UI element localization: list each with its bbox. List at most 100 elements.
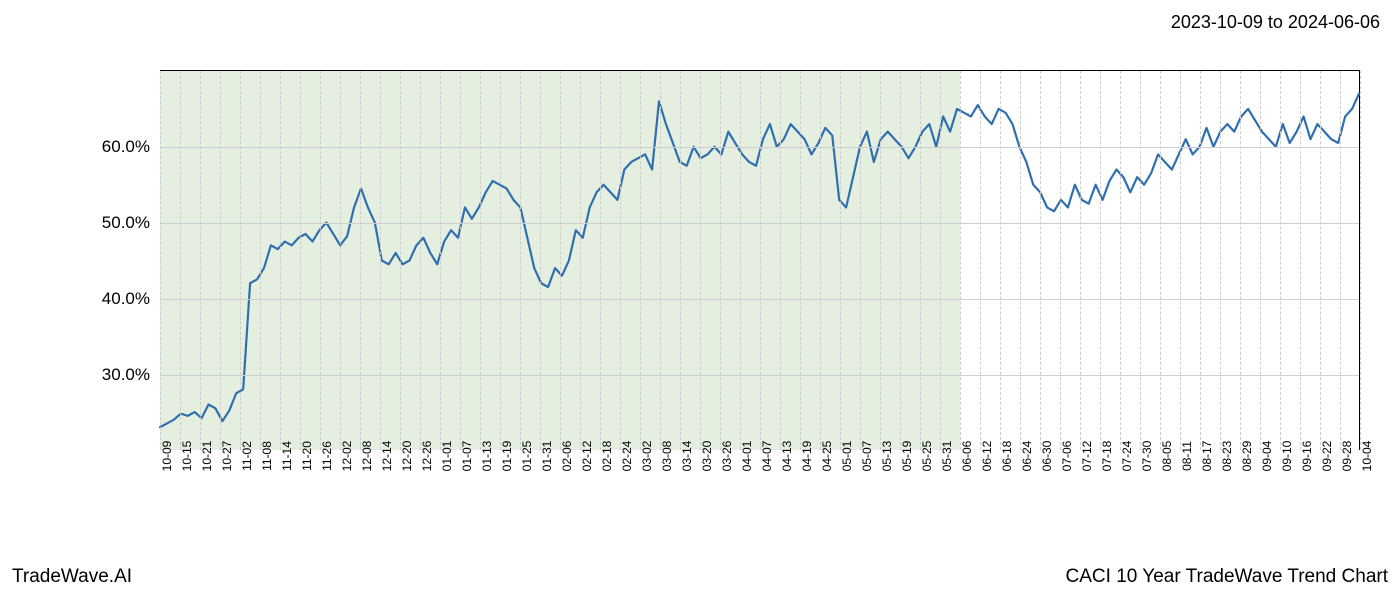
grid-line-vertical — [1200, 71, 1201, 450]
grid-line-vertical — [280, 71, 281, 450]
x-axis-tick-label: 03-08 — [660, 441, 674, 472]
x-axis-tick-label: 03-14 — [680, 441, 694, 472]
x-axis-tick-label: 12-14 — [380, 441, 394, 472]
grid-line-vertical — [800, 71, 801, 450]
x-axis-tick-label: 06-18 — [1000, 441, 1014, 472]
x-axis-tick-label: 06-06 — [960, 441, 974, 472]
x-axis-tick-label: 08-11 — [1180, 441, 1194, 471]
grid-line-vertical — [1340, 71, 1341, 450]
x-axis-tick-label: 12-20 — [400, 441, 414, 472]
grid-line-vertical — [980, 71, 981, 450]
grid-line-vertical — [1240, 71, 1241, 450]
y-axis-tick-label: 50.0% — [102, 213, 150, 233]
grid-line-vertical — [360, 71, 361, 450]
x-axis-tick-label: 04-19 — [800, 441, 814, 472]
grid-line-vertical — [780, 71, 781, 450]
x-axis-tick-label: 05-25 — [920, 441, 934, 472]
grid-line-vertical — [240, 71, 241, 450]
plot-area: 30.0%40.0%50.0%60.0%10-0910-1510-2110-27… — [160, 70, 1360, 450]
x-axis-tick-label: 09-10 — [1280, 441, 1294, 472]
x-axis-tick-label: 11-20 — [300, 441, 314, 471]
x-axis-tick-label: 10-04 — [1360, 441, 1374, 472]
x-axis-tick-label: 08-17 — [1200, 441, 1214, 472]
grid-line-vertical — [540, 71, 541, 450]
grid-line-vertical — [600, 71, 601, 450]
grid-line-vertical — [1060, 71, 1061, 450]
grid-line-vertical — [940, 71, 941, 450]
y-axis-tick-label: 40.0% — [102, 289, 150, 309]
x-axis-tick-label: 11-26 — [320, 441, 334, 471]
x-axis-tick-label: 05-07 — [860, 441, 874, 472]
x-axis-tick-label: 07-06 — [1060, 441, 1074, 472]
grid-line-vertical — [1000, 71, 1001, 450]
x-axis-tick-label: 02-06 — [560, 441, 574, 472]
x-axis-tick-label: 10-09 — [160, 441, 174, 472]
grid-line-vertical — [1180, 71, 1181, 450]
grid-line-vertical — [1260, 71, 1261, 450]
grid-line-vertical — [640, 71, 641, 450]
x-axis-tick-label: 09-04 — [1260, 441, 1274, 472]
x-axis-tick-label: 05-01 — [840, 441, 854, 472]
x-axis-tick-label: 02-12 — [580, 441, 594, 472]
x-axis-tick-label: 06-12 — [980, 441, 994, 472]
grid-line-vertical — [1120, 71, 1121, 450]
x-axis-tick-label: 01-07 — [460, 441, 474, 472]
grid-line-vertical — [1020, 71, 1021, 450]
grid-line-vertical — [400, 71, 401, 450]
x-axis-tick-label: 11-02 — [240, 441, 254, 471]
grid-line-vertical — [1100, 71, 1101, 450]
grid-line-vertical — [520, 71, 521, 450]
grid-line-vertical — [180, 71, 181, 450]
y-axis-tick-label: 60.0% — [102, 137, 150, 157]
x-axis-tick-label: 10-27 — [220, 441, 234, 472]
x-axis-tick-label: 08-23 — [1220, 441, 1234, 472]
x-axis-tick-label: 06-30 — [1040, 441, 1054, 472]
grid-line-vertical — [160, 71, 161, 450]
x-axis-tick-label: 12-26 — [420, 441, 434, 472]
x-axis-tick-label: 09-28 — [1340, 441, 1354, 472]
grid-line-vertical — [560, 71, 561, 450]
grid-line-vertical — [1040, 71, 1041, 450]
grid-line-vertical — [1360, 71, 1361, 450]
x-axis-tick-label: 07-12 — [1080, 441, 1094, 472]
x-axis-tick-label: 04-07 — [760, 441, 774, 472]
date-range-label: 2023-10-09 to 2024-06-06 — [1171, 12, 1380, 33]
x-axis-tick-label: 05-13 — [880, 441, 894, 472]
x-axis-tick-label: 07-30 — [1140, 441, 1154, 472]
grid-line-vertical — [420, 71, 421, 450]
x-axis-tick-label: 01-19 — [500, 441, 514, 472]
x-axis-tick-label: 03-02 — [640, 441, 654, 472]
grid-line-vertical — [820, 71, 821, 450]
grid-line-vertical — [320, 71, 321, 450]
grid-line-vertical — [500, 71, 501, 450]
grid-line-vertical — [460, 71, 461, 450]
grid-line-vertical — [1160, 71, 1161, 450]
x-axis-tick-label: 10-21 — [200, 441, 214, 472]
x-axis-tick-label: 09-16 — [1300, 441, 1314, 472]
x-axis-tick-label: 08-29 — [1240, 441, 1254, 472]
grid-line-vertical — [1140, 71, 1141, 450]
grid-line-vertical — [700, 71, 701, 450]
grid-line-vertical — [920, 71, 921, 450]
x-axis-tick-label: 11-08 — [260, 441, 274, 471]
x-axis-tick-label: 08-05 — [1160, 441, 1174, 472]
grid-line-vertical — [900, 71, 901, 450]
grid-line-vertical — [1280, 71, 1281, 450]
x-axis-tick-label: 09-22 — [1320, 441, 1334, 472]
grid-line-vertical — [680, 71, 681, 450]
footer-brand: TradeWave.AI — [12, 566, 132, 588]
grid-line-vertical — [1300, 71, 1301, 450]
x-axis-tick-label: 12-02 — [340, 441, 354, 472]
x-axis-tick-label: 03-26 — [720, 441, 734, 472]
grid-line-vertical — [1320, 71, 1321, 450]
grid-line-vertical — [380, 71, 381, 450]
footer-title: CACI 10 Year TradeWave Trend Chart — [1066, 566, 1388, 588]
x-axis-tick-label: 02-18 — [600, 441, 614, 472]
grid-line-vertical — [440, 71, 441, 450]
grid-line-vertical — [620, 71, 621, 450]
x-axis-tick-label: 01-13 — [480, 441, 494, 472]
x-axis-tick-label: 01-01 — [440, 441, 454, 472]
grid-line-vertical — [200, 71, 201, 450]
x-axis-tick-label: 04-25 — [820, 441, 834, 472]
x-axis-tick-label: 11-14 — [280, 441, 294, 471]
